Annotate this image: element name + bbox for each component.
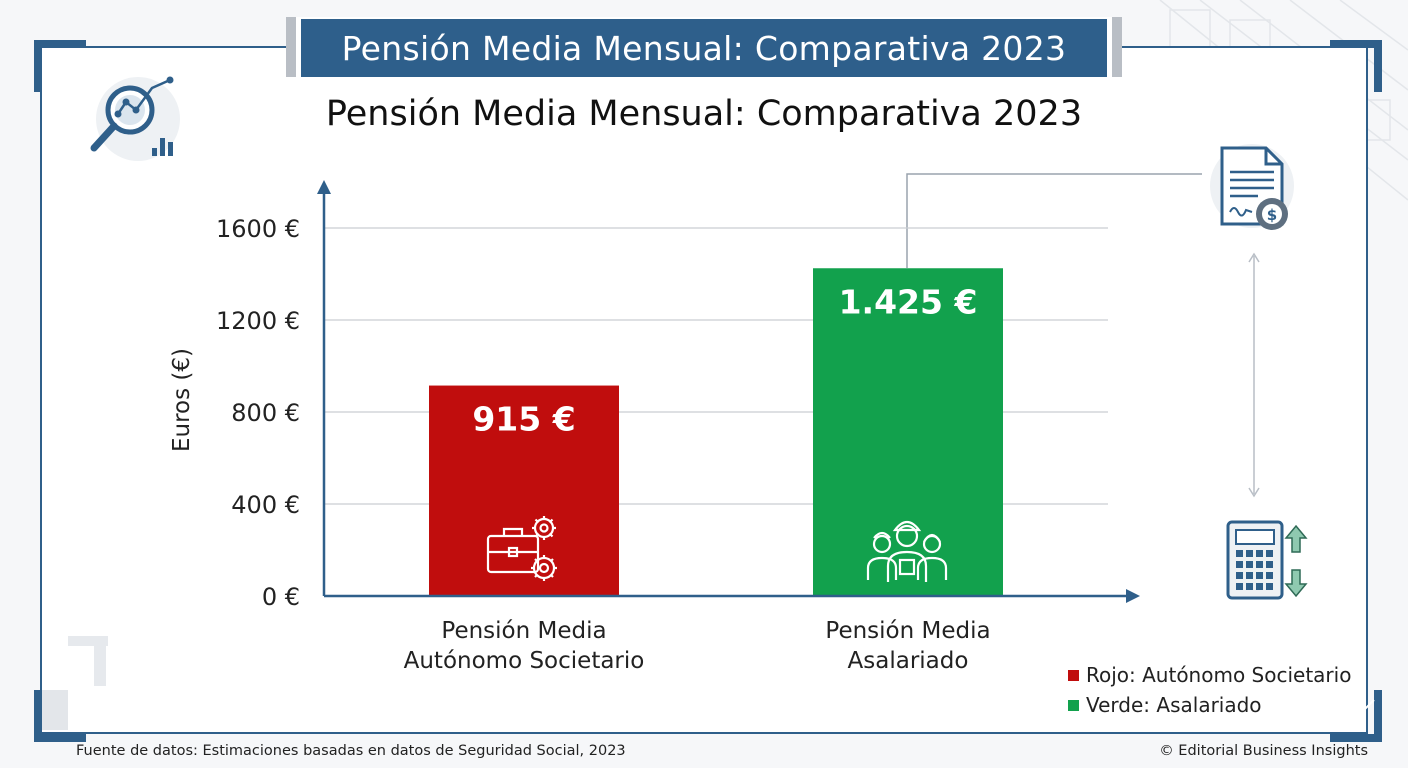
frame-corner-top-left (34, 40, 86, 92)
banner-left-bar (286, 17, 296, 77)
frame-corner-bottom-right (1330, 690, 1382, 742)
y-tick-label: 1200 € (216, 307, 300, 335)
chart-title: Pensión Media Mensual: Comparativa 2023 (325, 94, 1083, 134)
y-tick-label: 400 € (231, 491, 300, 519)
banner-right-bar (1112, 17, 1122, 77)
banner-title: Pensión Media Mensual: Comparativa 2023 (301, 19, 1107, 77)
y-axis-label: Euros (€) (169, 348, 195, 452)
legend-item-red: Rojo: Autónomo Societario (1068, 660, 1351, 690)
x-tick-label: Pensión Media (441, 618, 606, 644)
banner: Pensión Media Mensual: Comparativa 2023 (286, 17, 1122, 79)
footer-credit: © Editorial Business Insights (1159, 743, 1368, 759)
x-tick-label: Pensión Media (825, 618, 990, 644)
document-cost-icon: $ (1210, 144, 1294, 230)
legend-label-green: Verde: Asalariado (1086, 693, 1262, 717)
frame-corner-bottom-left (34, 690, 86, 742)
chart-frame (40, 46, 1368, 734)
legend-swatch-green (1068, 699, 1079, 711)
y-axis-arrow (317, 180, 331, 194)
data-label: 1.425 € (839, 282, 978, 321)
legend-swatch-red (1068, 669, 1079, 681)
x-tick-label: Asalariado (848, 648, 969, 674)
briefcase-gears-icon (486, 516, 557, 581)
svg-text:$: $ (1267, 206, 1277, 224)
x-tick-label: Autónomo Societario (404, 648, 645, 674)
y-tick-label: 1600 € (216, 215, 300, 243)
legend: Rojo: Autónomo Societario Verde: Asalari… (1068, 660, 1351, 720)
legend-label-red: Rojo: Autónomo Societario (1086, 663, 1352, 687)
bar (813, 268, 1003, 596)
frame-corner-top-right (1330, 40, 1382, 92)
data-label: 915 € (472, 400, 575, 439)
axis-labels: 0 € 400 € 800 € 1200 € 1600 € 915 € Pensión Me… (216, 215, 991, 674)
x-axis-arrow (1126, 589, 1140, 603)
bar (429, 385, 619, 596)
footer-source: Fuente de datos: Estimaciones basadas en… (76, 743, 626, 759)
legend-item-green: Verde: Asalariado (1068, 690, 1351, 720)
y-tick-label: 800 € (231, 399, 300, 427)
magnifier-chart-icon (90, 76, 180, 161)
calculator-icon (1226, 520, 1308, 600)
axes (317, 180, 1140, 603)
workers-group-icon (866, 520, 948, 582)
bars (429, 268, 1003, 596)
y-tick-label: 0 € (262, 583, 300, 611)
